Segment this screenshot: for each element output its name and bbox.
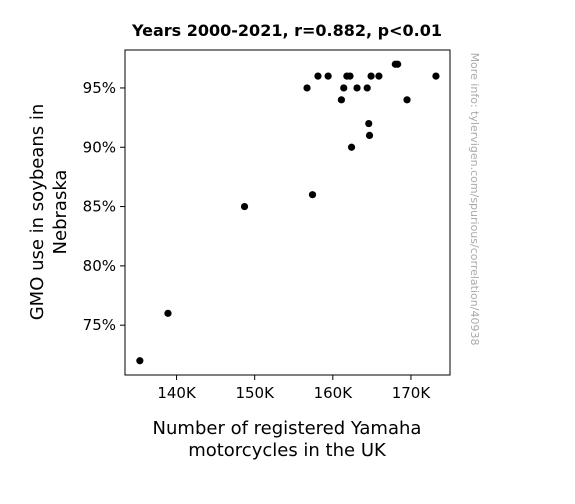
- data-point: [432, 72, 440, 80]
- plot-area-frame: [124, 49, 451, 376]
- data-point: [164, 309, 172, 317]
- source-watermark: More info: tylervigen.com/spurious/corre…: [468, 53, 481, 346]
- data-point: [337, 96, 346, 104]
- data-point: [346, 72, 354, 80]
- chart-title: Years 2000-2021, r=0.882, p<0.01: [131, 21, 442, 40]
- data-point: [403, 96, 411, 104]
- y-tick-label: 95%: [83, 79, 116, 97]
- x-tick-label: 160K: [314, 384, 354, 402]
- data-point: [394, 60, 402, 68]
- data-point: [367, 72, 375, 80]
- x-axis-ticks: 140K 150K 160K 170K: [157, 375, 431, 402]
- data-point: [303, 84, 311, 92]
- y-tick-label: 80%: [83, 257, 116, 275]
- y-tick-label: 90%: [83, 138, 116, 156]
- data-point: [347, 143, 356, 151]
- data-point: [136, 357, 144, 365]
- y-axis-label-line-2: Nebraska: [50, 170, 71, 255]
- y-tick-label: 75%: [83, 316, 116, 334]
- data-point: [314, 72, 322, 80]
- data-point: [324, 72, 332, 80]
- y-axis-ticks: 75% 80% 85% 90% 95%: [83, 79, 125, 334]
- data-point: [365, 119, 373, 128]
- data-point: [240, 202, 249, 211]
- data-point: [365, 131, 374, 140]
- data-point: [353, 84, 361, 92]
- data-points: [136, 60, 440, 365]
- x-axis-label-line-1: Number of registered Yamaha: [153, 418, 422, 439]
- y-axis-label-line-1: GMO use in soybeans in: [27, 104, 48, 321]
- data-point: [340, 84, 348, 92]
- data-point: [375, 72, 383, 80]
- data-point: [308, 191, 317, 199]
- data-point: [363, 84, 371, 92]
- y-tick-label: 85%: [83, 198, 116, 216]
- x-tick-label: 140K: [157, 384, 197, 402]
- x-tick-label: 170K: [392, 384, 432, 402]
- x-tick-label: 150K: [235, 384, 275, 402]
- x-axis-label-line-2: motorcycles in the UK: [188, 440, 387, 461]
